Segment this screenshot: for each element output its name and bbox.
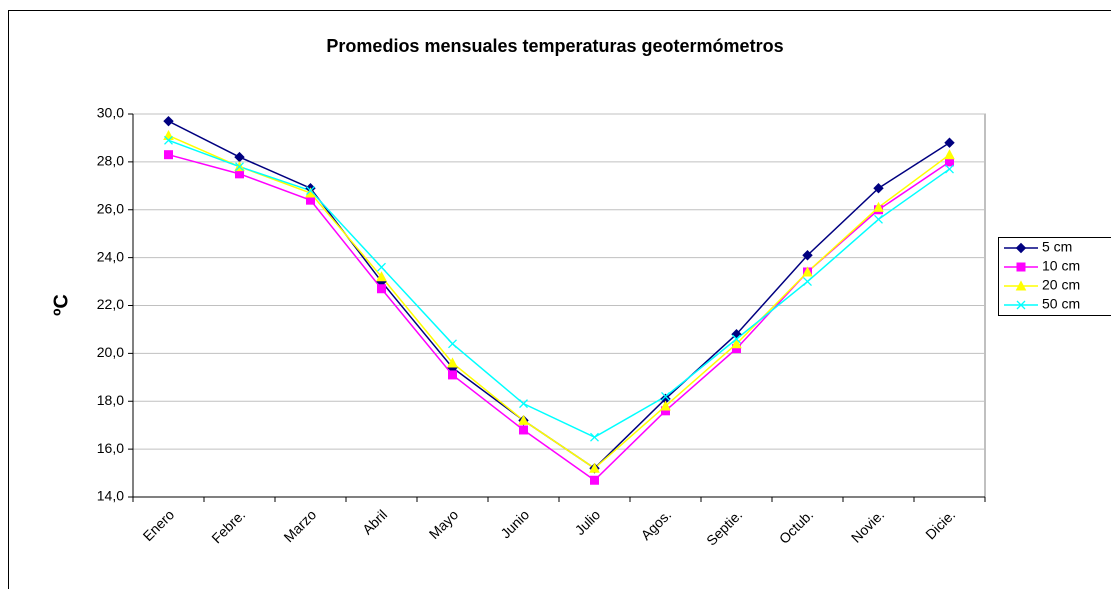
marker [376,271,387,282]
marker [803,277,812,287]
line [168,134,950,470]
line [168,139,950,439]
y-tick-label: 24,0 [97,248,124,264]
marker [590,475,599,485]
marker [590,432,599,442]
marker [519,425,528,435]
y-tick-label: 22,0 [97,296,124,312]
y-axis-label: ºC [50,294,72,316]
legend-label: 5 cm [1042,239,1072,255]
y-tick-label: 26,0 [97,200,124,216]
marker [1015,242,1027,254]
marker [448,339,457,349]
legend-label: 20 cm [1042,277,1080,293]
y-tick-label: 30,0 [97,105,124,121]
marker [235,162,244,172]
marker [377,262,386,272]
marker [873,182,884,194]
marker [1016,300,1026,310]
marker [1016,262,1026,272]
marker [660,400,671,411]
marker [802,266,813,277]
y-tick-label: 14,0 [97,488,124,504]
marker [661,392,670,401]
marker [802,250,813,261]
marker [944,149,955,160]
marker [164,150,173,160]
y-tick-label: 16,0 [97,440,124,456]
marker [163,115,174,127]
marker [306,186,315,196]
marker [589,462,600,473]
legend-box [998,237,1111,316]
marker [164,135,173,145]
marker [874,214,883,224]
y-tick-label: 20,0 [97,344,124,360]
marker [519,399,528,409]
marker [945,164,954,174]
marker [873,201,884,212]
legend-label: 50 cm [1042,296,1080,312]
marker [448,370,457,380]
marker [377,284,386,294]
marker [944,137,955,148]
marker [1015,280,1027,291]
marker [518,414,529,425]
y-tick-label: 28,0 [97,153,124,169]
chart-title: Promedios mensuales temperaturas geoterm… [326,36,783,56]
marker [732,334,741,344]
legend-label: 10 cm [1042,258,1080,274]
marker [447,357,458,368]
marker [731,338,742,349]
y-tick-label: 18,0 [97,392,124,408]
